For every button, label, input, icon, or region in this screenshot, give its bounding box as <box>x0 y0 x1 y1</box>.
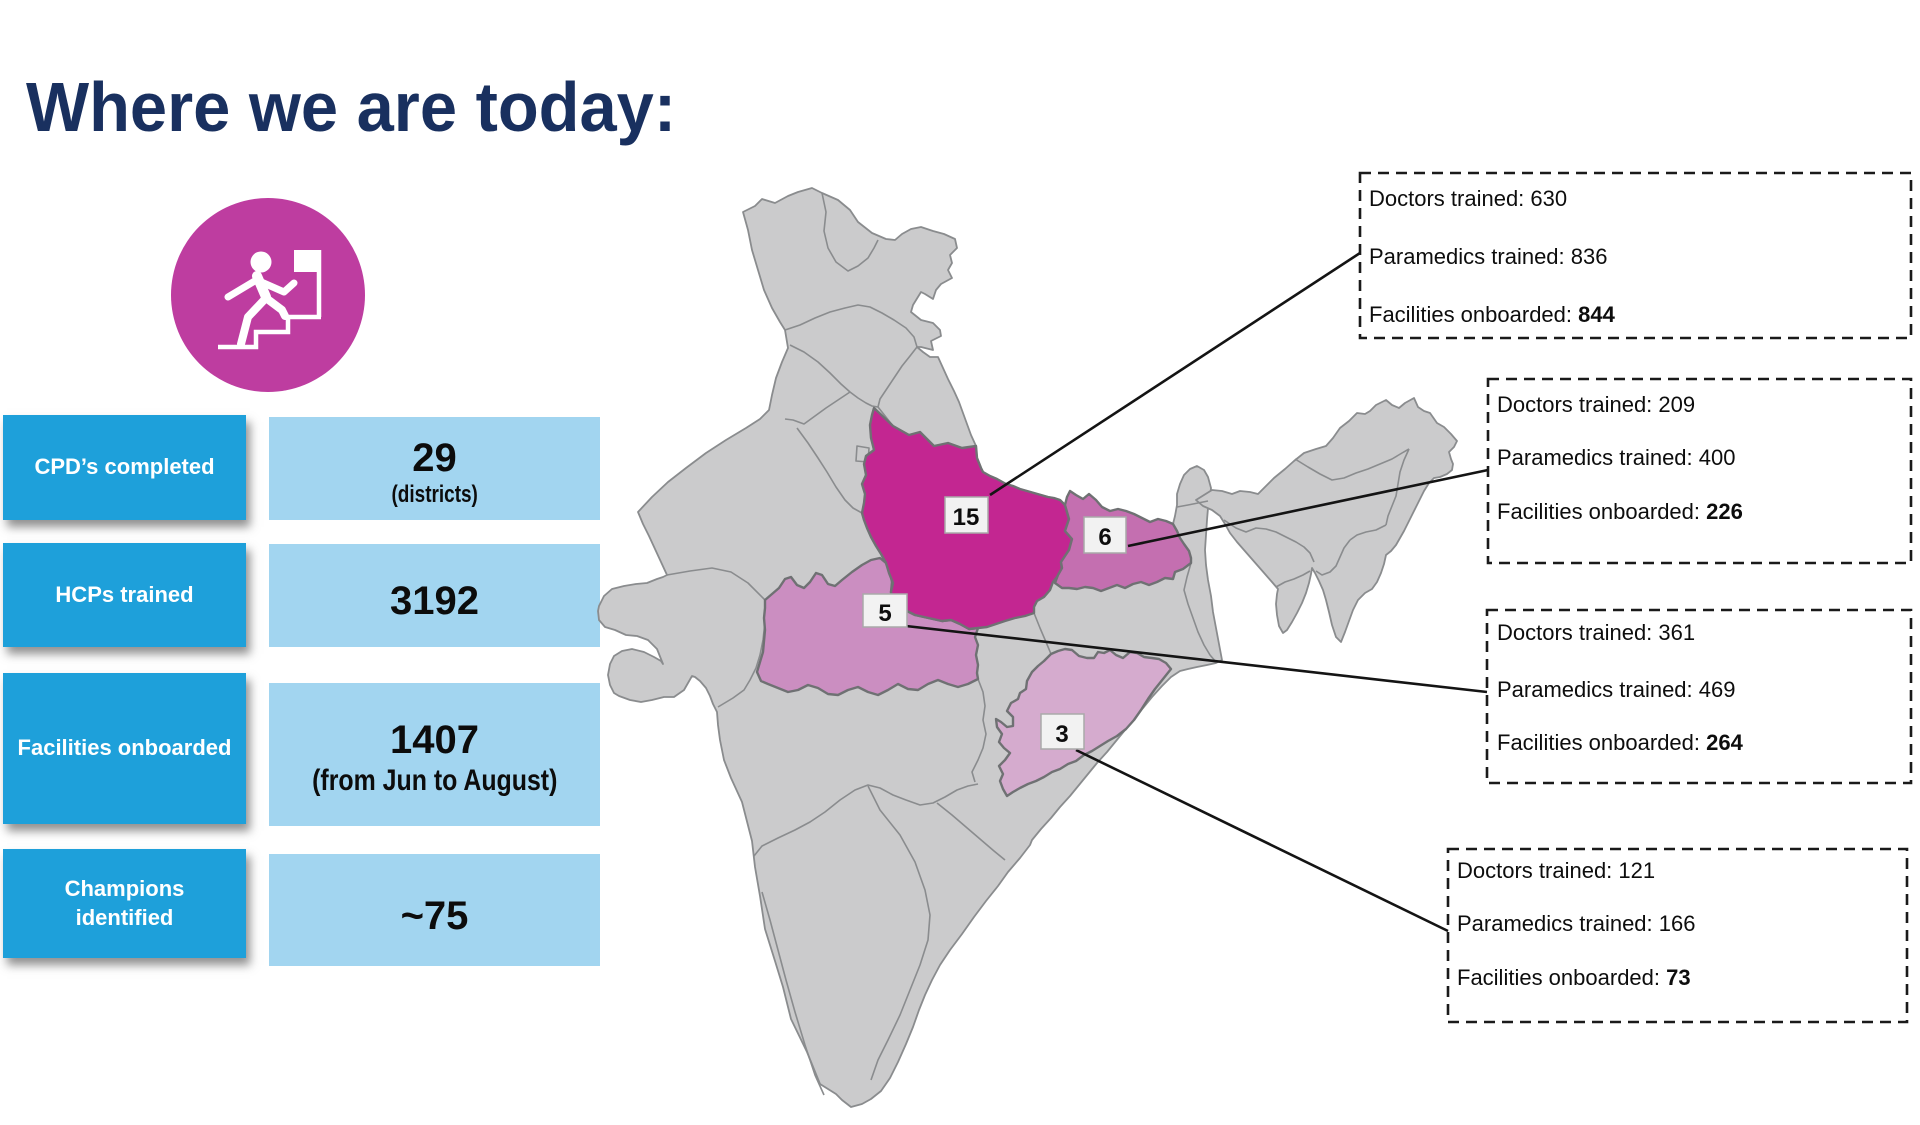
svg-text:5: 5 <box>878 600 891 627</box>
svg-text:15: 15 <box>953 504 980 531</box>
svg-text:3: 3 <box>1055 721 1068 748</box>
svg-text:6: 6 <box>1098 524 1111 551</box>
